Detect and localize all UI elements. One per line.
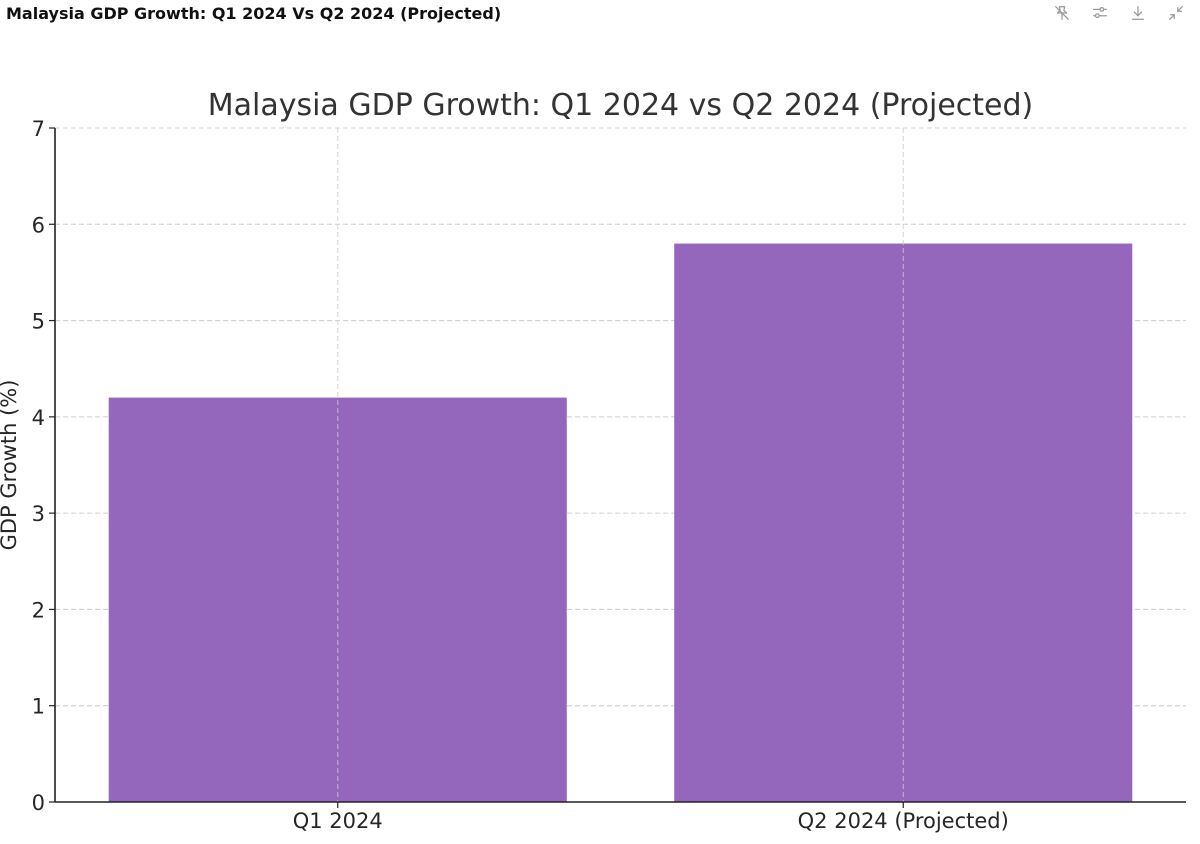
window-title: Malaysia GDP Growth: Q1 2024 Vs Q2 2024 … — [6, 4, 502, 23]
sliders-icon[interactable] — [1090, 3, 1110, 23]
download-icon[interactable] — [1128, 3, 1148, 23]
x-grid-lines — [337, 128, 904, 802]
x-tick-label: Q1 2024 — [293, 809, 383, 833]
y-tick-label: 1 — [32, 695, 45, 719]
pin-off-icon[interactable] — [1052, 3, 1072, 23]
y-tick-label: 3 — [32, 502, 45, 526]
y-tick-label: 5 — [32, 310, 45, 334]
y-tick-label: 0 — [32, 791, 45, 815]
y-tick-label: 2 — [32, 598, 45, 622]
y-tick-label: 4 — [32, 406, 45, 430]
tick-labels: 0 1 2 3 4 5 6 7 Q1 2024 Q2 2024 (Projected) — [32, 117, 1009, 833]
bars — [108, 243, 1133, 803]
axes — [49, 127, 1186, 808]
chart-title: Malaysia GDP Growth: Q1 2024 vs Q2 2024 … — [208, 88, 1034, 123]
chart-toolbar — [1052, 3, 1186, 23]
y-tick-label: 6 — [32, 213, 45, 237]
x-tick-label: Q2 2024 (Projected) — [798, 809, 1009, 833]
y-tick-label: 7 — [32, 117, 45, 141]
y-axis-label: GDP Growth (%) — [0, 380, 21, 551]
window-header: Malaysia GDP Growth: Q1 2024 Vs Q2 2024 … — [0, 0, 1200, 30]
collapse-icon[interactable] — [1166, 3, 1186, 23]
